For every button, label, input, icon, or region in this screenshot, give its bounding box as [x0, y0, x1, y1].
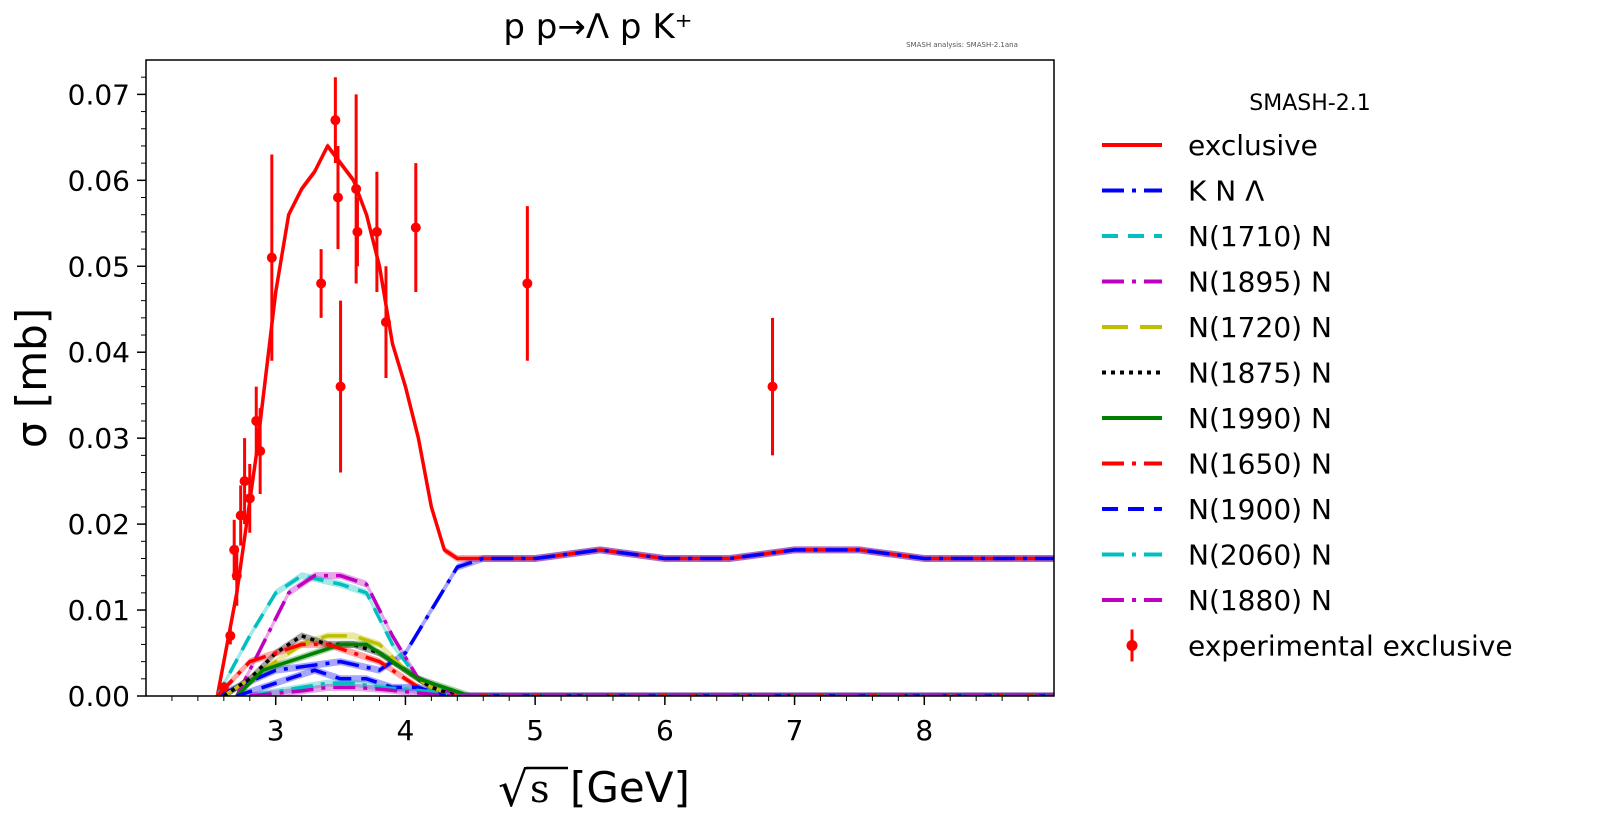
series-band-0: [217, 142, 1054, 696]
exp-point-18: [410, 222, 421, 233]
series-line-3: [235, 573, 1054, 696]
series-line-2: [215, 573, 1054, 696]
y-tick-label-5: 0.05: [68, 250, 130, 283]
exp-point-1: [225, 630, 236, 641]
exp-point-11: [330, 115, 341, 126]
series-line-5: [222, 634, 1054, 696]
exp-point-3: [231, 570, 242, 581]
exp-point-19: [522, 278, 533, 289]
legend: SMASH-2.1 exclusive K N Λ N(1710) N N(1895)…: [1102, 91, 1513, 663]
y-tick-label-3: 0.03: [68, 422, 130, 455]
exp-point-13: [335, 381, 346, 392]
x-tick-label-5: 8: [915, 714, 933, 747]
legend-label-1: K N Λ: [1188, 175, 1264, 208]
legend-label-8: N(1900) N: [1188, 493, 1332, 526]
x-axis-label-variable: s: [530, 767, 550, 811]
y-axis: 0.00 0.01 0.02 0.03 0.04 0.05 0.06 0.07: [68, 76, 146, 713]
series-line-9: [249, 681, 1054, 696]
series-line-8: [236, 668, 1054, 696]
exp-point-12: [332, 192, 343, 203]
plot-area: [145, 59, 1055, 697]
legend-label-7: N(1650) N: [1188, 448, 1332, 481]
exp-point-14: [351, 183, 362, 194]
exp-point-17: [380, 317, 391, 328]
exp-point-20: [767, 381, 778, 392]
chart-title: p p→Λ p K⁺: [503, 7, 692, 47]
legend-label-2: N(1710) N: [1188, 220, 1332, 253]
exp-point-16: [371, 226, 382, 237]
sqrt-symbol: √: [498, 762, 529, 818]
exp-point-15: [352, 226, 363, 237]
legend-label-5: N(1875) N: [1188, 357, 1332, 390]
exp-point-9: [266, 252, 277, 263]
y-tick-label-4: 0.04: [68, 336, 130, 369]
legend-label-3: N(1895) N: [1188, 266, 1332, 299]
exp-point-8: [255, 446, 266, 457]
series-band-10: [249, 683, 1054, 696]
exp-point-0: [218, 682, 229, 693]
series-line-1: [216, 548, 1054, 696]
legend-label-6: N(1990) N: [1188, 402, 1332, 435]
legend-title: SMASH-2.1: [1249, 91, 1370, 116]
legend-label-4: N(1720) N: [1188, 311, 1332, 344]
series-line-6: [235, 642, 1054, 696]
series-line-0: [215, 144, 1054, 696]
series-line-10: [249, 685, 1054, 696]
plot-frame: [145, 59, 1055, 697]
legend-label-0: exclusive: [1188, 129, 1318, 162]
series-band-1: [217, 546, 1054, 696]
legend-swatch-experimental: [1126, 640, 1138, 651]
legend-label-9: N(2060) N: [1188, 539, 1332, 572]
legend-label-10: N(1880) N: [1188, 584, 1332, 617]
x-tick-label-2: 5: [526, 714, 544, 747]
chart-annotation: SMASH analysis: SMASH-2.1ana: [906, 41, 1018, 49]
x-tick-label-3: 6: [656, 714, 674, 747]
x-tick-label-4: 7: [786, 714, 804, 747]
x-axis: 3 4 5 6 7 8: [171, 696, 1029, 747]
x-axis-label: √ s [GeV]: [498, 762, 690, 818]
exp-point-6: [244, 493, 255, 504]
x-axis-label-unit: [GeV]: [570, 763, 690, 812]
series-band-8: [236, 666, 1054, 696]
exp-point-10: [316, 278, 327, 289]
y-tick-label-7: 0.07: [68, 78, 130, 111]
legend-label-experimental: experimental exclusive: [1188, 630, 1513, 663]
x-tick-label-1: 4: [397, 714, 415, 747]
y-tick-label-2: 0.02: [68, 508, 130, 541]
series-band-5: [223, 632, 1054, 696]
y-tick-label-1: 0.01: [68, 594, 130, 627]
exp-point-5: [239, 476, 250, 487]
x-tick-label-0: 3: [267, 714, 285, 747]
y-axis-label: σ [mb]: [7, 308, 56, 448]
y-tick-label-6: 0.06: [68, 164, 130, 197]
y-tick-label-0: 0.00: [68, 680, 130, 713]
